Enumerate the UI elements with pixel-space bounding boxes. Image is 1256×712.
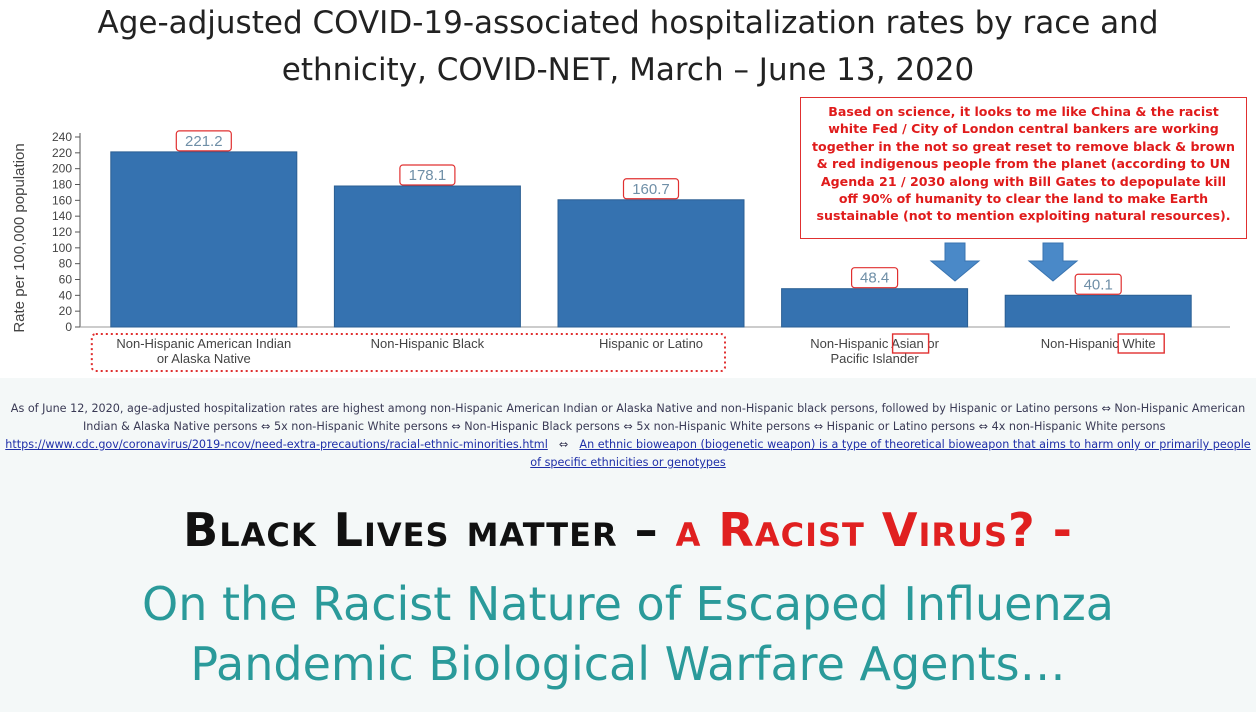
- y-tick-label: 40: [59, 288, 73, 302]
- down-arrow-icon: [929, 242, 981, 282]
- data-label: 48.4: [860, 270, 889, 287]
- y-tick-label: 140: [52, 209, 72, 223]
- data-label-box: [622, 178, 680, 200]
- x-tick-label: Non-Hispanic White: [1041, 336, 1156, 351]
- caption-panel: As of June 12, 2020, age-adjusted hospit…: [0, 378, 1256, 712]
- data-label-box: [850, 267, 899, 289]
- bar: [781, 288, 969, 328]
- asian-word-box: [891, 333, 930, 354]
- y-tick-label: 240: [52, 130, 72, 144]
- x-tick-label: or Alaska Native: [157, 351, 251, 366]
- note-text: As of June 12, 2020, age-adjusted hospit…: [10, 402, 1246, 433]
- data-label: 178.1: [409, 167, 447, 184]
- headline-line-3-text: Pandemic Biological Warfare Agents…: [190, 637, 1066, 691]
- callout-box: Based on science, it looks to me like Ch…: [800, 97, 1247, 239]
- data-label: 221.2: [185, 133, 223, 150]
- white-word-box: [1117, 333, 1165, 354]
- headline-red-part: a Racist Virus? -: [675, 503, 1073, 557]
- down-arrow-icon: [1027, 242, 1079, 282]
- x-tick-label: Non-Hispanic Asian or: [810, 336, 939, 351]
- y-tick-label: 20: [59, 304, 73, 318]
- bar: [557, 199, 745, 328]
- x-tick-label: Non-Hispanic American Indian: [116, 336, 291, 351]
- cdc-link[interactable]: https://www.cdc.gov/coronavirus/2019-nco…: [5, 438, 548, 451]
- x-tick-label: Non-Hispanic Black: [371, 336, 485, 351]
- note-separator: ⇔: [558, 438, 569, 451]
- data-label-box: [399, 164, 456, 186]
- source-note: As of June 12, 2020, age-adjusted hospit…: [0, 400, 1256, 472]
- headline-line-1: Black Lives matter – a Racist Virus? -: [0, 502, 1256, 558]
- y-tick-label: 200: [52, 162, 72, 176]
- x-tick-label: Hispanic or Latino: [599, 336, 703, 351]
- chart-panel: Age-adjusted COVID-19-associated hospita…: [11, 5, 1247, 372]
- y-axis-title: Rate per 100,000 population: [11, 143, 28, 332]
- y-tick-label: 160: [52, 193, 72, 207]
- y-tick-label: 0: [65, 320, 72, 334]
- highlight-dotted-box: [90, 333, 727, 372]
- bioweapon-link[interactable]: An ethnic bioweapon (biogenetic weapon) …: [530, 438, 1251, 469]
- y-tick-label: 120: [52, 225, 72, 239]
- bar: [110, 151, 298, 328]
- headline-black-part: Black Lives matter –: [183, 503, 659, 557]
- headline-line-2-text: On the Racist Nature of Escaped Influenz…: [142, 577, 1114, 631]
- y-tick-label: 100: [52, 241, 72, 255]
- y-tick-label: 180: [52, 178, 72, 192]
- bar: [333, 185, 521, 328]
- x-tick-label: Pacific Islander: [831, 351, 920, 366]
- data-label: 40.1: [1084, 276, 1113, 293]
- y-tick-label: 80: [59, 257, 73, 271]
- chart-title: Age-adjusted COVID-19-associated hospita…: [97, 5, 1159, 88]
- data-label: 160.7: [632, 181, 670, 198]
- data-label-box: [1074, 273, 1122, 295]
- bar: [1004, 294, 1192, 328]
- y-tick-label: 220: [52, 146, 72, 160]
- data-label-box: [175, 130, 232, 152]
- headline-line-2: On the Racist Nature of Escaped Influenz…: [0, 574, 1256, 694]
- y-tick-label: 60: [59, 273, 73, 287]
